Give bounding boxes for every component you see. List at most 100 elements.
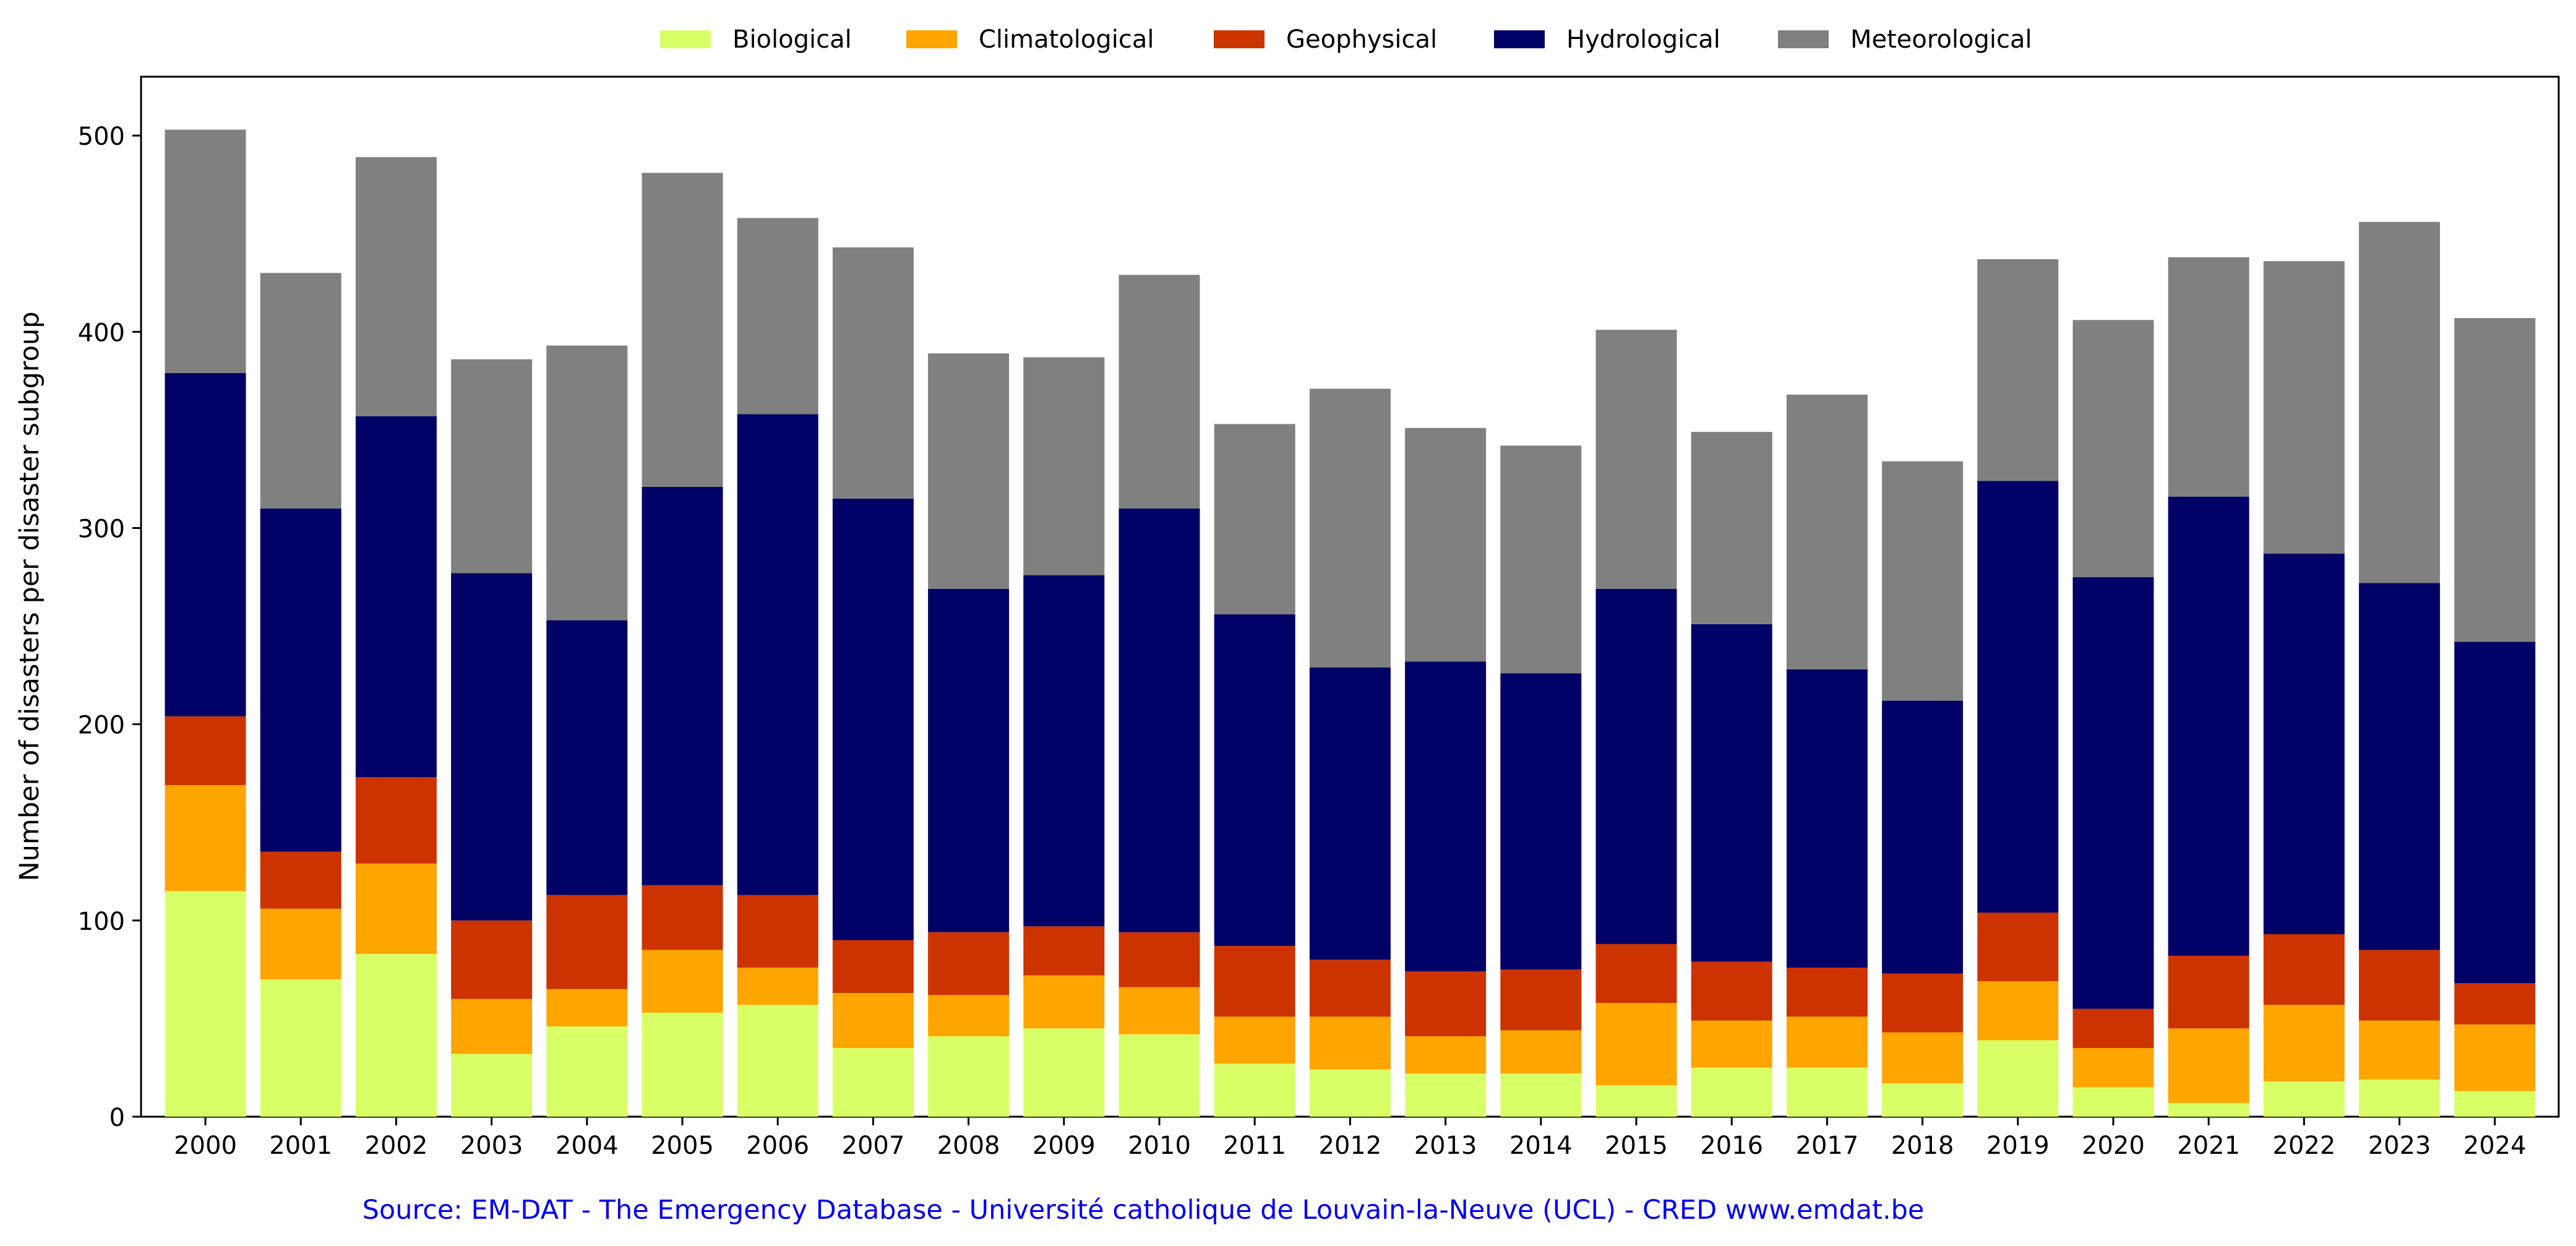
bar-climatological-2017 <box>1786 1016 1868 1068</box>
bar-hydrological-2009 <box>1023 575 1105 927</box>
bar-climatological-2000 <box>165 785 246 892</box>
bar-hydrological-2024 <box>2454 642 2536 984</box>
x-tick-label-2012: 2012 <box>1319 1132 1382 1160</box>
bar-geophysical-2016 <box>1691 961 1772 1021</box>
bar-climatological-2024 <box>2454 1024 2536 1091</box>
bar-biological-2018 <box>1882 1083 1964 1117</box>
bar-climatological-2007 <box>832 993 914 1048</box>
bar-geophysical-2002 <box>355 777 437 864</box>
x-tick-label-2008: 2008 <box>937 1132 1000 1160</box>
bar-meteorological-2023 <box>2359 221 2441 583</box>
x-tick-label-2016: 2016 <box>1700 1132 1763 1160</box>
bar-climatological-2015 <box>1595 1003 1677 1086</box>
x-tick-label-2013: 2013 <box>1414 1132 1477 1160</box>
bar-biological-2006 <box>737 1005 818 1117</box>
bar-biological-2019 <box>1977 1040 2059 1117</box>
bar-biological-2009 <box>1023 1028 1105 1117</box>
bar-biological-2001 <box>260 979 341 1117</box>
bar-hydrological-2001 <box>260 508 341 852</box>
bar-geophysical-2010 <box>1118 932 1200 987</box>
bar-biological-2024 <box>2454 1091 2536 1117</box>
bar-climatological-2013 <box>1405 1036 1487 1074</box>
x-tick-label-2010: 2010 <box>1128 1132 1191 1160</box>
bar-hydrological-2016 <box>1691 624 1772 962</box>
bar-biological-2020 <box>2072 1087 2154 1117</box>
x-tick-label-2001: 2001 <box>269 1132 332 1160</box>
bar-climatological-2012 <box>1309 1016 1391 1070</box>
legend-label-meteorological: Meteorological <box>1850 25 2032 54</box>
bar-meteorological-2012 <box>1309 389 1391 668</box>
x-tick-label-2007: 2007 <box>842 1132 905 1160</box>
x-tick-label-2024: 2024 <box>2463 1132 2527 1160</box>
bar-hydrological-2006 <box>737 414 818 895</box>
bar-meteorological-2020 <box>2072 320 2154 577</box>
bar-meteorological-2014 <box>1500 445 1582 674</box>
bar-climatological-2018 <box>1882 1032 1964 1084</box>
x-tick-label-2002: 2002 <box>365 1132 428 1160</box>
bar-climatological-2003 <box>451 999 533 1054</box>
bar-biological-2005 <box>642 1012 723 1117</box>
bar-biological-2012 <box>1309 1069 1391 1117</box>
bar-hydrological-2000 <box>165 372 246 716</box>
source-note: Source: EM-DAT - The Emergency Database … <box>363 1195 1925 1226</box>
y-tick-label-300: 300 <box>78 515 125 543</box>
bar-meteorological-2000 <box>165 129 246 373</box>
bar-hydrological-2017 <box>1786 669 1868 968</box>
bar-hydrological-2008 <box>928 588 1010 932</box>
bar-hydrological-2011 <box>1214 614 1295 946</box>
x-tick-label-2009: 2009 <box>1033 1132 1096 1160</box>
bar-biological-2022 <box>2263 1081 2345 1117</box>
y-tick-label-200: 200 <box>78 711 125 740</box>
legend-label-climatological: Climatological <box>979 25 1154 54</box>
bar-meteorological-2018 <box>1882 461 1964 701</box>
legend-swatch-climatological <box>906 30 957 48</box>
bar-meteorological-2013 <box>1405 428 1487 662</box>
bar-biological-2021 <box>2168 1102 2249 1117</box>
bar-biological-2002 <box>355 953 437 1117</box>
bar-biological-2023 <box>2359 1079 2441 1117</box>
bar-geophysical-2003 <box>451 920 533 999</box>
bar-meteorological-2010 <box>1118 275 1200 509</box>
bar-climatological-2006 <box>737 968 818 1005</box>
bar-meteorological-2021 <box>2168 257 2249 497</box>
bar-geophysical-2006 <box>737 895 818 968</box>
bar-meteorological-2005 <box>642 173 723 487</box>
bar-biological-2010 <box>1118 1034 1200 1117</box>
bar-climatological-2004 <box>546 989 628 1027</box>
bar-hydrological-2012 <box>1309 667 1391 960</box>
bar-meteorological-2009 <box>1023 357 1105 575</box>
x-tick-label-2015: 2015 <box>1605 1132 1668 1160</box>
bar-meteorological-2002 <box>355 157 437 416</box>
bar-hydrological-2013 <box>1405 661 1487 972</box>
bar-hydrological-2010 <box>1118 508 1200 932</box>
bar-geophysical-2013 <box>1405 971 1487 1036</box>
legend-label-geophysical: Geophysical <box>1286 25 1437 54</box>
bar-climatological-2009 <box>1023 975 1105 1029</box>
bar-hydrological-2004 <box>546 620 628 895</box>
bar-meteorological-2004 <box>546 345 628 621</box>
bar-hydrological-2003 <box>451 573 533 921</box>
bar-geophysical-2017 <box>1786 968 1868 1017</box>
bar-biological-2000 <box>165 891 246 1117</box>
bar-biological-2014 <box>1500 1073 1582 1117</box>
bar-climatological-2014 <box>1500 1030 1582 1074</box>
x-tick-label-2022: 2022 <box>2273 1132 2336 1160</box>
bar-hydrological-2022 <box>2263 553 2345 934</box>
y-axis: 0 100 200 300 400 500 <box>78 122 141 1132</box>
legend-swatch-meteorological <box>1778 30 1829 48</box>
bar-meteorological-2007 <box>832 247 914 499</box>
legend-label-hydrological: Hydrological <box>1566 25 1720 54</box>
bar-geophysical-2009 <box>1023 926 1105 976</box>
bar-meteorological-2015 <box>1595 330 1677 589</box>
x-tick-label-2014: 2014 <box>1509 1132 1573 1160</box>
bar-biological-2011 <box>1214 1063 1295 1117</box>
bar-hydrological-2014 <box>1500 673 1582 970</box>
bar-hydrological-2002 <box>355 416 437 778</box>
bar-climatological-2008 <box>928 995 1010 1036</box>
x-tick-label-2017: 2017 <box>1796 1132 1859 1160</box>
bar-meteorological-2017 <box>1786 394 1868 669</box>
bar-climatological-2002 <box>355 863 437 954</box>
legend: Biological Climatological Geophysical Hydro… <box>660 25 2032 54</box>
bar-geophysical-2004 <box>546 895 628 989</box>
bar-meteorological-2016 <box>1691 432 1772 624</box>
